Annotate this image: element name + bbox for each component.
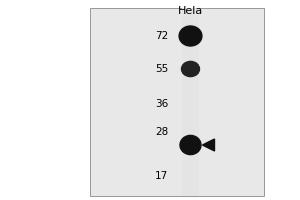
Polygon shape: [202, 139, 214, 151]
Text: Hela: Hela: [178, 6, 203, 16]
Text: 17: 17: [155, 171, 168, 181]
Text: 55: 55: [155, 64, 168, 74]
Ellipse shape: [180, 135, 201, 155]
Ellipse shape: [182, 61, 200, 77]
Bar: [90, 8, 264, 196]
Bar: [182, 8, 199, 196]
Text: 36: 36: [155, 99, 168, 109]
Text: 72: 72: [155, 31, 168, 41]
Text: 28: 28: [155, 127, 168, 137]
Ellipse shape: [179, 26, 202, 46]
